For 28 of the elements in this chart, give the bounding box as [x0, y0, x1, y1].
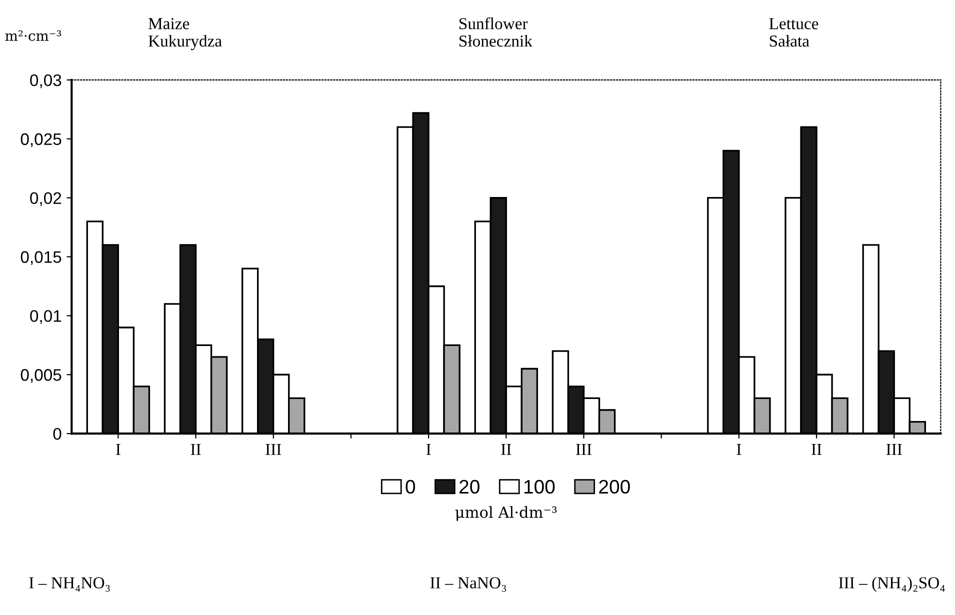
- y-tick-label: 0,015: [20, 251, 62, 265]
- legend-label: 0: [406, 480, 416, 494]
- x-axis-title: μmol Al·dm⁻³: [455, 506, 557, 521]
- x-tick-label: II: [190, 444, 201, 455]
- x-tick-label: II: [812, 444, 822, 455]
- text: III – (NH₄)₂SO₄: [838, 576, 945, 592]
- x-tick-label: I: [426, 444, 431, 455]
- legend-label: 20: [460, 480, 480, 494]
- y-tick-label: 0,005: [20, 369, 62, 383]
- text: II – NaNO₃: [430, 577, 506, 592]
- text: Sunflower Słonecznik: [460, 17, 532, 47]
- y-tick-label: 0,025: [20, 133, 62, 148]
- y-tick-label: 0: [53, 428, 62, 440]
- text: Lettuce Sałata: [769, 18, 818, 47]
- x-tick-label: III: [266, 444, 282, 455]
- text: Maize Kukurydza: [148, 18, 222, 50]
- y-axis-title: m²·cm⁻³: [5, 30, 62, 41]
- y-tick-label: 0,01: [30, 310, 62, 324]
- text: I – NH₄NO₃: [29, 577, 110, 592]
- x-tick-label: III: [576, 444, 592, 455]
- x-tick-label: III: [886, 444, 902, 455]
- x-tick-label: II: [501, 444, 512, 455]
- y-tick-label: 0,02: [30, 192, 62, 206]
- x-tick-label: I: [116, 444, 120, 455]
- legend-label: 200: [599, 480, 630, 494]
- y-tick-label: 0,03: [30, 74, 62, 88]
- x-tick-label: I: [736, 444, 742, 455]
- legend-label: 100: [524, 480, 555, 494]
